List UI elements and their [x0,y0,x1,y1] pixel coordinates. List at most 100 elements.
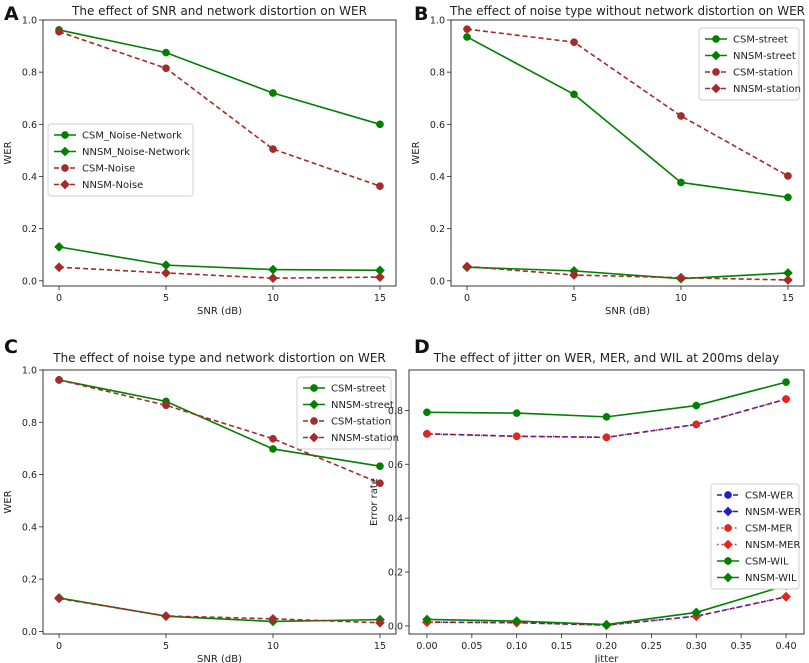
panel-b-legend-marker-csm-station [712,68,720,76]
panel-b-point-csm-station [463,25,471,33]
panel-b-xtick-label: 10 [675,293,687,304]
panel-a-ytick-label: 0.4 [22,172,37,183]
panel-b-legend-marker-nnsm-street [711,50,721,61]
panel-d-letter: D [414,336,430,358]
panel-d-point-nnsm-wil [691,607,702,618]
panel-c-point-csm-station [162,401,170,410]
panel-c-title: The effect of noise type and network dis… [52,351,385,365]
panel-a-legend-marker-nnsm-noise-network [60,146,70,157]
panel-d-point-csm-mer [782,395,790,403]
panel-c-point-nnsm-station [54,593,64,604]
panel-c-xlabel: SNR (dB) [197,654,242,663]
panel-a-point-csm-noise-network [269,89,277,97]
panel-c-ytick-label: 0.0 [22,627,37,638]
panel-d-title: The effect of jitter on WER, MER, and WI… [433,351,780,365]
panel-d-legend-box [710,483,800,590]
panel-b-xlabel: SNR (dB) [605,306,650,317]
panel-c-point-csm-street [376,462,384,471]
panel-c-point-nnsm-station [268,613,278,624]
panel-c-ytick-label: 0.4 [22,522,37,533]
panel-d-point-csm-wil [512,409,521,417]
panel-a-xtick-label: 15 [374,293,386,304]
panel-a-point-csm-noise [269,145,277,153]
panel-d-legend-marker-nnsm-wil [723,572,733,583]
panel-d-line-nnsm-wil [426,584,787,626]
panel-b-point-csm-street [784,193,792,202]
panel-d-point-nnsm-mer [781,591,791,602]
panel-c-legend-marker-csm-street [310,384,318,392]
panel-b-ytick-label: 0.4 [430,172,445,183]
panel-d-legend-marker-csm-mer [724,524,732,532]
panel-c-legend: CSM-street NNSM-street CSM-station NNSM-sta… [296,376,399,450]
panel-d-xtick-label: 0.25 [641,641,662,652]
panel-b-point-csm-street [677,178,685,187]
panel-a-point-nnsm-noise-network [268,264,278,275]
panel-b-legend-label-nnsm-station: NNSM-station [733,84,801,95]
panel-d-point-csm-wil [692,401,701,410]
panel-d-xtick-label: 0.20 [596,641,617,652]
panel-d-series-csm-mer [423,395,790,442]
panel-c-series-csm-station [55,376,384,488]
panel-d-ytick-label: 0.8 [388,406,403,417]
panel-d-xtick-label: 0.35 [731,641,752,652]
panel-d-point-csm-wil [782,378,790,386]
panel-c-legend-label-nnsm-street: NNSM-street [331,400,394,411]
panel-b-xtick-label: 15 [782,293,794,304]
panel-c-ytick-label: 1.0 [22,366,37,377]
panel-d-line-nnsm-mer [426,596,787,626]
panel-b: B The effect of noise type without networ… [411,3,805,317]
panel-b-letter: B [414,3,428,25]
panel-b-line-csm-station [466,28,789,177]
panel-d-legend-marker-nnsm-mer [723,539,733,550]
panel-c-point-nnsm-station [161,611,171,621]
panel-a: A The effect of SNR and network distortio… [3,3,397,317]
panel-a-point-csm-noise [55,27,63,36]
panel-a-point-csm-noise-network [162,48,170,57]
panel-b-legend-box [698,27,800,101]
panel-d-point-csm-mer [512,432,521,441]
panel-c-ytick-label: 0.8 [22,418,37,429]
panel-b-ylabel: WER [411,141,422,164]
panel-d-legend-label-nnsm-wer: NNSM-WER [745,507,801,518]
panel-b-point-csm-station [677,112,685,120]
panel-b-line-nnsm-street [467,266,788,280]
panel-a-series-csm-noise-network [55,26,384,129]
panel-b-line-csm-street [466,36,789,199]
panel-a-xtick-label: 0 [56,293,62,304]
panel-b-point-csm-station [784,172,792,180]
panel-d-legend-marker-csm-wer [724,491,732,499]
panel-c-line-nnsm-station [58,597,380,624]
panel-a-ytick-label: 0.8 [22,68,37,79]
panel-b-point-csm-station [570,38,578,47]
panel-c-xtick-label: 15 [374,641,386,652]
panel-b-ytick-label: 0.2 [430,224,445,235]
panel-b-legend-label-csm-station: CSM-station [733,68,793,79]
panel-a-point-nnsm-noise [268,273,278,284]
panel-d-point-csm-wil [423,408,431,417]
panel-d-legend-label-csm-wer: CSM-WER [745,491,793,502]
panel-c-series-nnsm-station [54,593,385,628]
panel-d-xlabel: Jitter [594,654,620,663]
panel-d-point-nnsm-wil [601,619,612,630]
panel-a-point-nnsm-noise [375,272,385,283]
panel-c-legend-label-csm-station: CSM-station [331,417,391,428]
panel-c-point-csm-station [55,376,63,384]
panel-d-ytick-label: 0.4 [388,514,403,525]
panel-a-ytick-label: 0.2 [22,224,37,235]
panel-d-xtick-label: 0.30 [686,641,707,652]
panel-a-legend-label-csm-noise: CSM-Noise [82,164,135,175]
panel-b-point-nnsm-station [783,275,793,285]
panel-d-legend: CSM-WER NNSM-WER CSM-MER NNSM-MER CSM-WIL NNS… [710,483,801,590]
panel-d-legend-label-nnsm-mer: NNSM-MER [745,540,800,551]
panel-d-legend-label-csm-mer: CSM-MER [745,524,793,535]
panel-c-series-nnsm-street [54,592,385,627]
panel-b-axes-frame [450,19,805,287]
panel-c-point-csm-station [376,479,384,488]
panel-d: D The effect of jitter on WER, MER, and W… [369,336,805,663]
panel-b-point-csm-street [463,33,471,41]
panel-d-xtick-label: 0.05 [461,641,482,652]
panel-a-line-nnsm-noise-network [58,246,380,272]
panel-a-ytick-label: 0.0 [22,276,37,287]
panel-d-xtick-label: 0.15 [551,641,572,652]
panel-b-ytick-label: 0.8 [430,68,445,79]
